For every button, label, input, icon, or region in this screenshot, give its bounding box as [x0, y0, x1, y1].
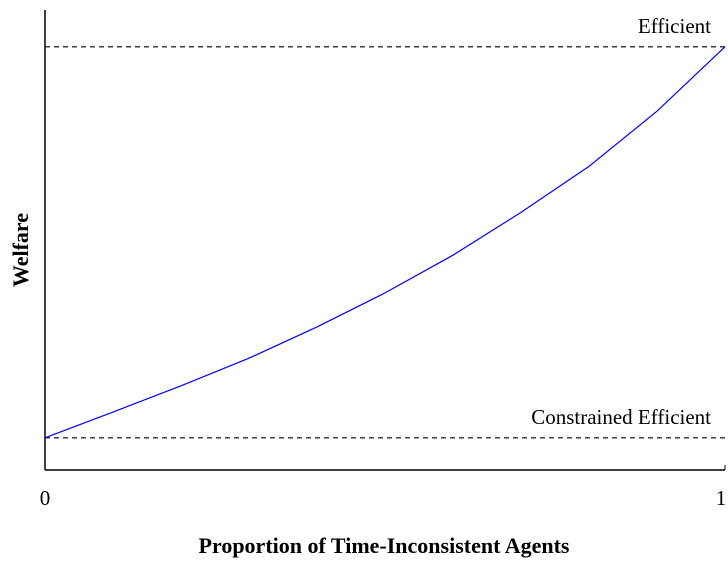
- x-axis-label: Proportion of Time-Inconsistent Agents: [199, 533, 570, 558]
- x-tick-label: 1: [716, 486, 727, 510]
- y-axis-label: Welfare: [8, 213, 33, 287]
- x-tick-label: 0: [40, 486, 51, 510]
- reference-label: Constrained Efficient: [531, 405, 711, 429]
- reference-label: Efficient: [638, 14, 711, 38]
- welfare-line: [44, 46, 726, 439]
